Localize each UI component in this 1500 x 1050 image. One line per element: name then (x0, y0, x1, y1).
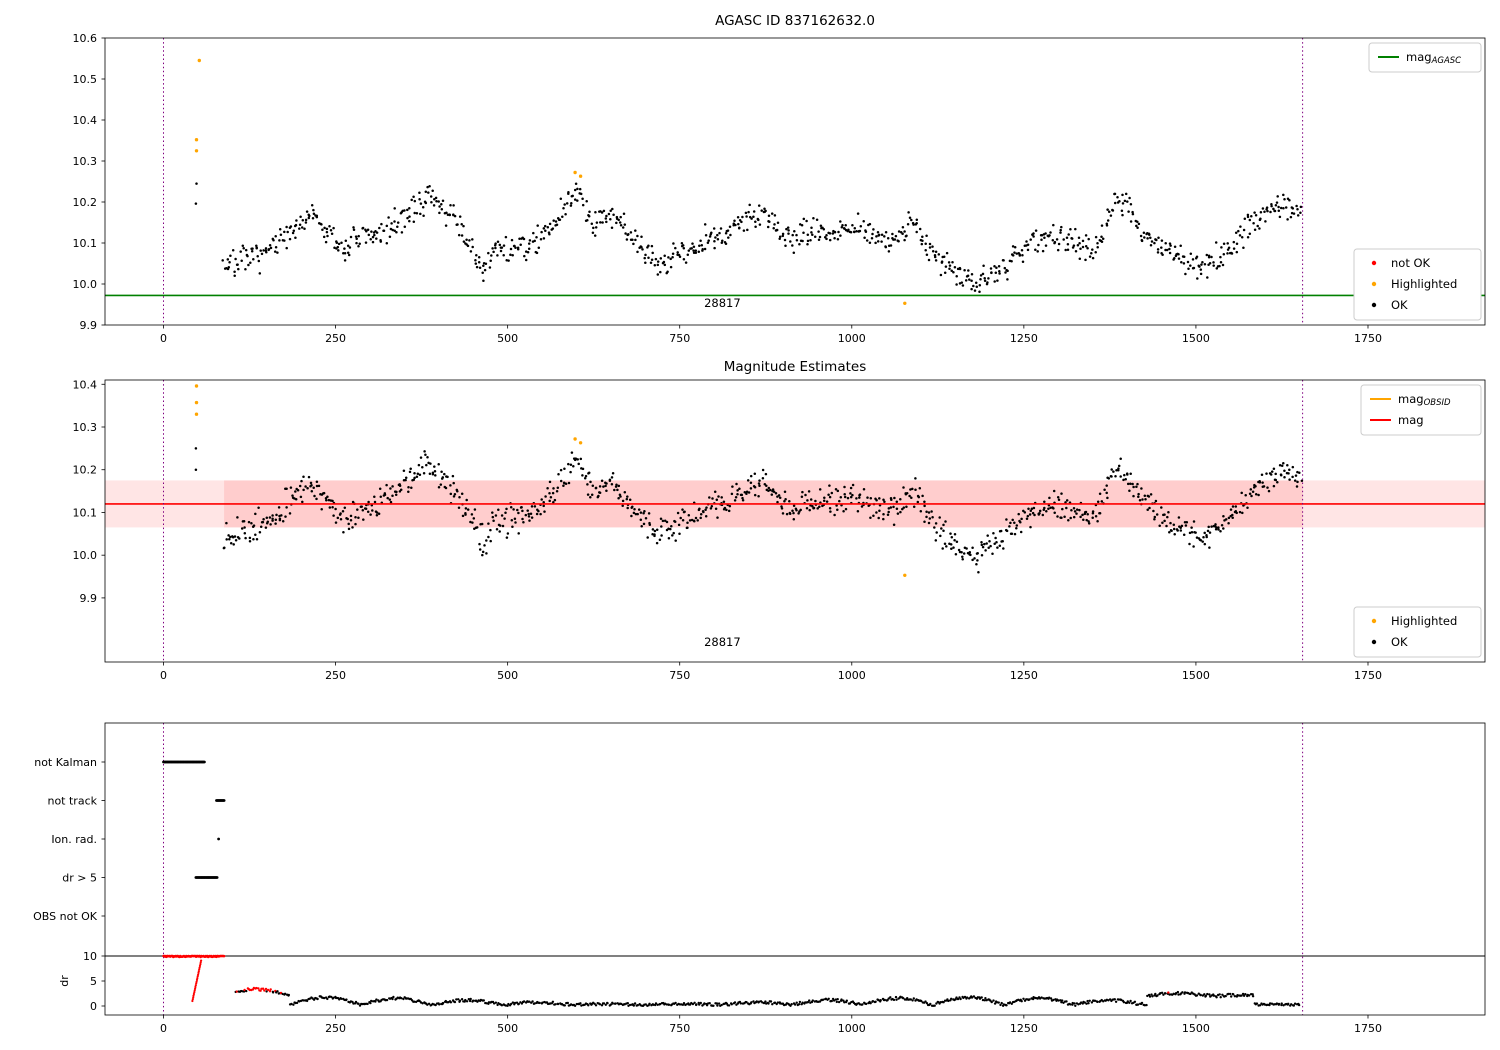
x-tick-label: 1250 (1010, 1022, 1038, 1035)
agasc-mag-frame (104, 37, 1486, 326)
y-tick-label: 10.0 (73, 278, 98, 291)
x-tick-label: 0 (160, 1022, 167, 1035)
x-tick-label: 500 (497, 1022, 518, 1035)
x-tick-label: 250 (325, 669, 346, 682)
y-tick-label: 10.1 (73, 506, 98, 519)
x-tick-label: 1500 (1182, 669, 1210, 682)
obsid-annotation: 28817 (704, 296, 741, 310)
dr-tick-label: 0 (90, 1000, 97, 1013)
x-tick-label: 1750 (1354, 1022, 1382, 1035)
x-tick-label: 750 (669, 669, 690, 682)
y-tick-label: 10.5 (73, 73, 98, 86)
y-tick-label: 9.9 (80, 592, 98, 605)
mag-estimates-highlighted (194, 384, 907, 577)
legend-dot-sample (1371, 302, 1377, 308)
legend-label: magOBSID (1398, 392, 1451, 408)
legend-label: mag (1398, 413, 1424, 427)
ok-point (194, 447, 198, 450)
dr-tick-label: 10 (83, 950, 97, 963)
flag-marks (162, 760, 226, 879)
dr-tick-label: 5 (90, 975, 97, 988)
x-tick-label: 1500 (1182, 1022, 1210, 1035)
legend-label: magAGASC (1406, 50, 1461, 66)
x-tick-label: 1250 (1010, 332, 1038, 345)
y-tick-label: 10.3 (73, 155, 98, 168)
y-tick-label: 10.4 (73, 378, 98, 391)
legend-dot-sample (1371, 639, 1377, 645)
obsid-annotation: 28817 (704, 635, 741, 649)
legend-dot-sample (1371, 618, 1377, 624)
mag-estimates-scatter (194, 447, 1304, 574)
x-tick-label: 1500 (1182, 332, 1210, 345)
agasc-mag-legend-lines: magAGASC (1368, 42, 1482, 73)
agasc-mag-legend-points: not OK Highlighted OK (1353, 248, 1482, 321)
x-tick-label: 1750 (1354, 669, 1382, 682)
agasc-mag-scatter (194, 182, 1303, 293)
legend-label: Highlighted (1391, 614, 1457, 628)
y-tick-label: 9.9 (80, 319, 98, 332)
mag-estimates-legend-points: Highlighted OK (1353, 606, 1482, 658)
agasc-mag-highlighted (194, 58, 907, 305)
x-tick-label: 250 (325, 332, 346, 345)
flag-row-label: OBS not OK (33, 910, 98, 923)
flag-row-label: dr > 5 (62, 872, 97, 885)
x-tick-label: 0 (160, 669, 167, 682)
x-tick-label: 0 (160, 332, 167, 345)
x-tick-label: 1000 (838, 669, 866, 682)
legend-label: not OK (1391, 256, 1431, 270)
x-tick-label: 750 (669, 1022, 690, 1035)
y-tick-label: 10.3 (73, 421, 98, 434)
x-tick-label: 1750 (1354, 332, 1382, 345)
legend-dot-sample (1371, 281, 1377, 287)
x-tick-label: 500 (497, 332, 518, 345)
x-tick-label: 1000 (838, 1022, 866, 1035)
flag-row-label: not track (47, 795, 97, 808)
dr-axis-label: dr (58, 975, 71, 987)
legend-label: OK (1391, 298, 1408, 312)
y-tick-label: 10.6 (73, 32, 98, 45)
mag-estimates-frame (104, 379, 1486, 663)
y-tick-label: 10.4 (73, 114, 98, 127)
panel1-title: AGASC ID 837162632.0 (715, 13, 875, 29)
legend-label: OK (1391, 635, 1408, 649)
flag-row-label: not Kalman (34, 756, 97, 769)
dr-scatter (234, 986, 1301, 1007)
dr-bad-points (162, 954, 226, 1003)
x-tick-label: 500 (497, 669, 518, 682)
panel2-title: Magnitude Estimates (723, 359, 867, 375)
flag-row-label: Ion. rad. (51, 833, 97, 846)
x-tick-label: 250 (325, 1022, 346, 1035)
legend-dot-sample (1371, 260, 1377, 266)
legend-label: Highlighted (1391, 277, 1457, 291)
ok-point (194, 468, 198, 471)
x-tick-label: 1250 (1010, 669, 1038, 682)
x-tick-label: 1000 (838, 332, 866, 345)
ok-point (195, 182, 198, 185)
mag-estimates-legend-lines: magOBSID mag (1360, 384, 1482, 436)
flags-dr-frame (104, 722, 1486, 1016)
y-tick-label: 10.0 (73, 549, 98, 562)
x-tick-label: 750 (669, 332, 690, 345)
y-tick-label: 10.2 (73, 196, 98, 209)
y-tick-label: 10.1 (73, 237, 98, 250)
y-tick-label: 10.2 (73, 464, 98, 477)
ok-point (194, 202, 198, 205)
